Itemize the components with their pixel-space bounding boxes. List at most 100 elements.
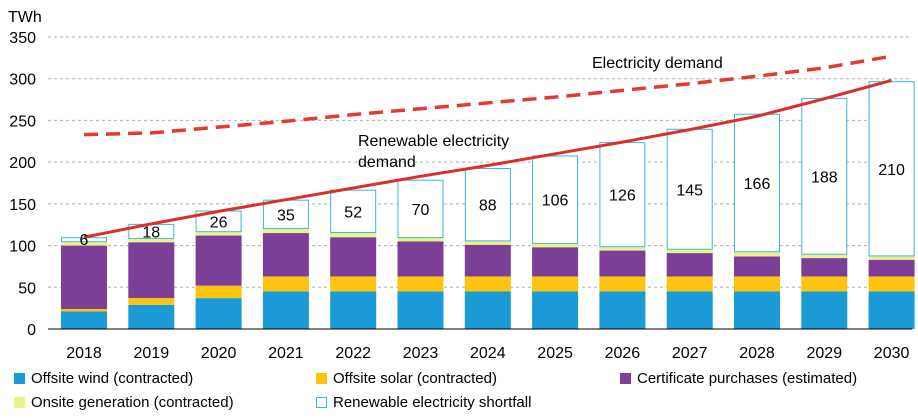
- bar-segment-3: [464, 241, 511, 245]
- legend-label: Certificate purchases (estimated): [637, 370, 858, 387]
- bar-segment-0: [128, 304, 175, 329]
- bar-segment-3: [599, 247, 646, 251]
- shortfall-data-label: 166: [744, 176, 771, 193]
- bar-segment-1: [532, 276, 579, 292]
- annotation-renewable-demand-line2: demand: [358, 154, 416, 171]
- bar-segment-2: [128, 242, 175, 299]
- legend-item-onsite-generation: Onsite generation (contracted): [14, 394, 234, 411]
- legend-item-offsite-wind: Offsite wind (contracted): [14, 370, 193, 387]
- annotation-electricity-demand: Electricity demand: [592, 55, 723, 72]
- x-tick-label: 2024: [470, 345, 506, 362]
- x-tick-label: 2030: [874, 345, 910, 362]
- bar-segment-shortfall: [330, 189, 377, 234]
- legend-swatch-onsite-generation: [14, 397, 25, 408]
- bar-segment-shortfall: [801, 97, 848, 255]
- bar-segment-shortfall: [734, 113, 780, 253]
- x-tick-label: 2019: [134, 345, 170, 362]
- bar-segment-3: [195, 232, 242, 236]
- shortfall-data-label: 70: [412, 202, 430, 219]
- bar-segment-0: [330, 291, 377, 329]
- bar-segment-1: [397, 276, 444, 292]
- bar-segment-2: [464, 244, 511, 277]
- bar-segment-0: [195, 298, 242, 329]
- x-tick-label: 2025: [537, 345, 573, 362]
- bar-segment-0: [397, 291, 444, 329]
- x-tick-label: 2027: [672, 345, 708, 362]
- bar-segment-1: [801, 276, 848, 292]
- bars: [61, 81, 915, 329]
- y-tick-label: 250: [9, 113, 36, 130]
- bar-segment-shortfall: [532, 155, 579, 244]
- bar-segment-1: [262, 276, 309, 292]
- bar-segment-1: [599, 276, 646, 292]
- bar-segment-1: [868, 276, 915, 292]
- legend-label: Onsite generation (contracted): [31, 394, 234, 411]
- bar-segment-3: [868, 256, 915, 260]
- shortfall-data-label: 18: [142, 224, 160, 241]
- bar-segment-0: [599, 291, 646, 329]
- y-tick-label: 100: [9, 239, 36, 256]
- x-tick-label: 2029: [807, 345, 843, 362]
- bar-segment-2: [262, 233, 309, 277]
- bar-segment-2: [801, 258, 848, 277]
- bar-segment-3: [734, 252, 780, 257]
- y-axis-unit-label: TWh: [8, 9, 42, 26]
- renewable-demand-line: [83, 78, 892, 239]
- y-tick-label: 300: [9, 72, 36, 89]
- data-labels: 6 18 26 35 52 70 88 106 126 145 166 188 210: [80, 162, 905, 249]
- bar-segment-2: [397, 241, 444, 277]
- demand-lines: [83, 54, 892, 239]
- legend-label: Offsite solar (contracted): [333, 370, 497, 387]
- x-tick-label: 2028: [739, 345, 775, 362]
- shortfall-data-label: 126: [609, 188, 636, 205]
- shortfall-data-label: 35: [277, 207, 295, 224]
- bar-segment-shortfall: [868, 81, 915, 257]
- bar-segment-3: [330, 233, 377, 238]
- y-tick-label: 200: [9, 155, 36, 172]
- legend-swatch-offsite-wind: [14, 373, 25, 384]
- legend: Offsite wind (contracted) Offsite solar …: [0, 366, 918, 418]
- shortfall-data-label: 210: [878, 162, 905, 179]
- legend-item-certificate-purchases: Certificate purchases (estimated): [620, 370, 857, 387]
- bar-segment-shortfall: [397, 179, 444, 239]
- shortfall-data-label: 52: [344, 204, 362, 221]
- shortfall-data-label: 106: [542, 193, 569, 210]
- legend-item-offsite-solar: Offsite solar (contracted): [316, 370, 497, 387]
- shortfall-data-label: 26: [210, 214, 228, 231]
- bar-segment-1: [666, 276, 713, 292]
- y-tick-label: 50: [18, 280, 36, 297]
- bar-segment-1: [128, 298, 175, 305]
- bar-segment-2: [195, 235, 242, 286]
- bar-segment-2: [599, 250, 646, 277]
- bar-segment-3: [666, 249, 713, 254]
- x-tick-label: 2026: [605, 345, 641, 362]
- bar-segment-0: [61, 311, 107, 329]
- shortfall-data-label: 88: [479, 198, 497, 215]
- x-tick-label: 2023: [403, 345, 439, 362]
- bar-segment-0: [262, 291, 309, 329]
- x-tick-label: 2018: [66, 345, 102, 362]
- legend-label: Offsite wind (contracted): [31, 370, 194, 387]
- bar-segment-1: [195, 285, 242, 299]
- bar-segment-3: [262, 228, 309, 234]
- bar-segment-0: [734, 291, 780, 329]
- y-tick-label: 150: [9, 197, 36, 214]
- annotation-renewable-demand-line1: Renewable electricity: [358, 133, 509, 150]
- bar-segment-2: [61, 245, 107, 309]
- bar-segment-0: [532, 291, 579, 329]
- bar-segment-0: [464, 291, 511, 329]
- bar-segment-2: [330, 237, 377, 277]
- bar-segment-1: [464, 276, 511, 292]
- bar-segment-2: [868, 259, 915, 277]
- bar-segment-3: [532, 243, 579, 248]
- y-tick-label: 0: [27, 322, 36, 339]
- bar-segment-shortfall: [464, 167, 511, 242]
- axes: 0 50 100 150 200 250 300 350 2018 2019 2020 2021 202…: [9, 30, 912, 362]
- bar-segment-shortfall: [262, 199, 309, 229]
- bar-segment-3: [128, 238, 175, 243]
- x-tick-label: 2022: [335, 345, 371, 362]
- bar-segment-2: [666, 253, 713, 277]
- bar-segment-shortfall: [599, 142, 646, 248]
- legend-swatch-offsite-solar: [316, 373, 327, 384]
- bar-segment-1: [734, 276, 780, 292]
